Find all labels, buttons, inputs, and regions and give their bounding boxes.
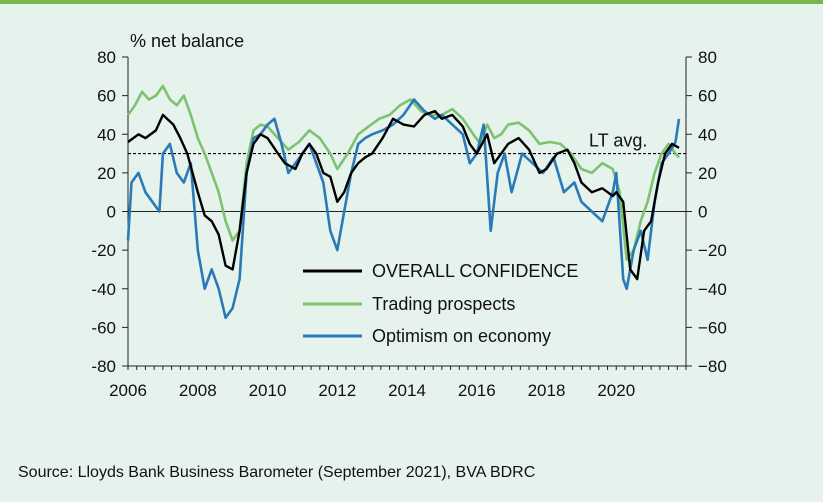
x-tick-label: 2012 xyxy=(318,381,356,400)
lt-average-label: LT avg. xyxy=(589,131,647,151)
x-tick-label: 2020 xyxy=(597,381,635,400)
x-tick-label: 2006 xyxy=(109,381,147,400)
x-tick-label: 2008 xyxy=(179,381,217,400)
x-tick-label: 2014 xyxy=(388,381,426,400)
y-tick-label-left: -20 xyxy=(91,241,116,260)
y-tick-label-right: −20 xyxy=(698,241,727,260)
y-tick-label-right: 80 xyxy=(698,48,717,67)
y-tick-label-right: 60 xyxy=(698,87,717,106)
legend-label: OVERALL CONFIDENCE xyxy=(372,261,578,281)
y-axis-label: % net balance xyxy=(130,31,244,51)
y-tick-label-left: 0 xyxy=(107,203,116,222)
series-line-optimism-on-economy xyxy=(126,98,681,320)
y-tick-label-right: 20 xyxy=(698,164,717,183)
y-tick-label-left: 40 xyxy=(97,125,116,144)
series-line-trading-prospects xyxy=(126,84,680,262)
x-tick-label: 2018 xyxy=(528,381,566,400)
series-line-overall-confidence xyxy=(127,109,680,281)
y-tick-label-right: 40 xyxy=(698,125,717,144)
top-accent-bar xyxy=(0,0,823,4)
y-tick-label-left: 20 xyxy=(97,164,116,183)
x-tick-label: 2010 xyxy=(249,381,287,400)
y-tick-label-left: -60 xyxy=(91,318,116,337)
y-tick-label-right: −60 xyxy=(698,318,727,337)
y-tick-label-right: −80 xyxy=(698,357,727,376)
source-note: Source: Lloyds Bank Business Barometer (… xyxy=(18,464,536,481)
y-tick-label-right: 0 xyxy=(698,203,707,222)
x-tick-label: 2016 xyxy=(458,381,496,400)
y-tick-label-left: 60 xyxy=(97,87,116,106)
y-tick-label-right: −40 xyxy=(698,280,727,299)
y-tick-label-left: 80 xyxy=(97,48,116,67)
legend-label: Optimism on economy xyxy=(372,326,551,346)
legend-label: Trading prospects xyxy=(372,294,515,314)
y-tick-label-left: -80 xyxy=(91,357,116,376)
y-tick-label-left: -40 xyxy=(91,280,116,299)
